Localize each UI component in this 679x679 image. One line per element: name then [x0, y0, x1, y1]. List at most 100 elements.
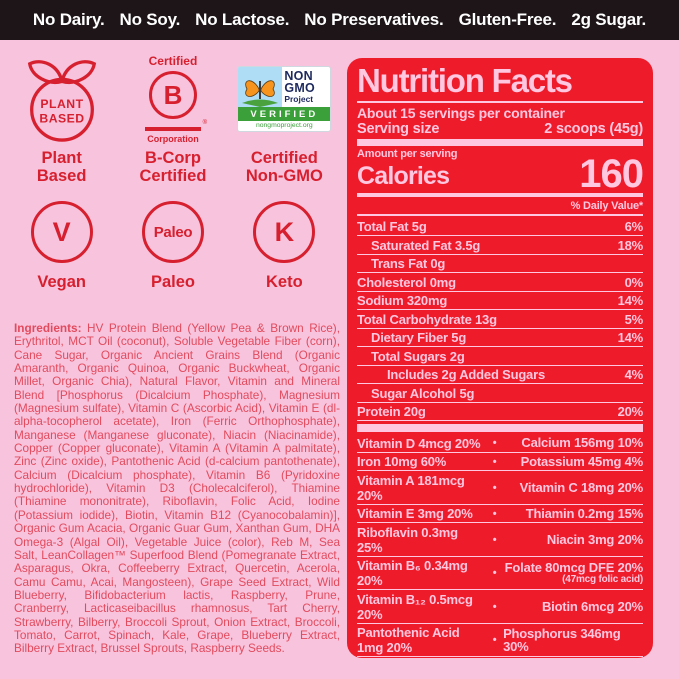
calories-label: Calories [357, 161, 450, 190]
micronutrient-row: Pantothenic Acid 1mg 20% • Phosphorus 346m… [357, 624, 643, 658]
paleo-caption: Paleo [150, 273, 195, 291]
micronutrient-row: Vitamin D 4mcg 20% • Calcium 156mg 10% [357, 434, 643, 453]
nutrient-daily-value: 14% [617, 330, 644, 346]
micronutrient-row: Vitamin B₁₂ 0.5mcg 20% • Biotin 6mcg 20% [357, 590, 643, 624]
nutrient-row: Sugar Alcohol 5g [357, 384, 643, 403]
nutrient-name: Includes 2g Added Sugars [387, 367, 545, 383]
plant-based-icon: PLANT BASED [18, 53, 106, 145]
banner-claim: No Dairy. [32, 10, 105, 29]
micronutrient-row: Riboflavin 0.3mg 25% • Niacin 3mg 20% [357, 523, 643, 557]
nongmo-project-text: Project [284, 93, 314, 104]
keto-caption: Keto [265, 273, 303, 291]
nutrient-row: Sodium 320mg 14% [357, 292, 643, 311]
badge-vegan: V Vegan [6, 200, 117, 291]
based-word: BASED [39, 111, 84, 125]
nutrient-name: Total Fat 5g [357, 219, 427, 235]
calories-value: 160 [579, 151, 644, 196]
nutrient-name: Total Sugars 2g [371, 348, 465, 364]
ingredients-label: Ingredients: [14, 321, 82, 335]
plant-based-caption: Plant Based [36, 149, 87, 186]
badge-nongmo: NON GMO Project VERIFIED nongmoproject.o… [229, 53, 340, 186]
nutrition-facts-panel: Nutrition Facts About 15 servings per co… [347, 58, 653, 658]
nutrient-daily-value: 20% [617, 404, 644, 420]
nutrient-row: Cholesterol 0mg 0% [357, 273, 643, 292]
nutrient-row: Saturated Fat 3.5g 18% [357, 236, 643, 255]
micro-right-main: Phosphorus 346mg 30% [503, 625, 621, 655]
micro-left-value: Vitamin D 4mcg 20% [357, 435, 481, 451]
micro-left-value: Vitamin E 3mg 20% [357, 506, 473, 522]
vegan-letter: V [52, 216, 71, 247]
bullet-separator: • [492, 437, 497, 450]
nutrient-row: Total Sugars 2g [357, 347, 643, 366]
thick-divider [357, 138, 643, 146]
nutrient-name: Saturated Fat 3.5g [371, 237, 481, 253]
nutrient-daily-value: 5% [624, 311, 644, 327]
serving-size-label: Serving size [357, 120, 440, 137]
paleo-icon: Paleo [141, 201, 204, 263]
plant-word: PLANT [40, 97, 83, 111]
nutrient-name: Trans Fat 0g [371, 256, 446, 272]
servings-per-container: About 15 servings per container [357, 104, 565, 121]
badge-paleo: Paleo Paleo [117, 200, 228, 291]
nutrient-row: Total Carbohydrate 13g 5% [357, 310, 643, 329]
nutrient-row: Total Fat 5g 6% [357, 218, 643, 237]
bcorp-letter: B [163, 79, 183, 110]
nongmo-verified-seal: NON GMO Project VERIFIED nongmoproject.o… [237, 66, 332, 132]
diet-badges-row: V Vegan Paleo Paleo K Keto [6, 200, 340, 291]
micronutrient-row: Iron 10mg 60% • Potassium 45mg 4% [357, 453, 643, 472]
micronutrient-rows: Vitamin D 4mcg 20% • Calcium 156mg 10% Iron… [357, 434, 643, 658]
daily-value-header: % Daily Value* [570, 199, 644, 212]
micronutrient-row: Vitamin B₆ 0.34mg 20% • Folate 80mcg DFE 2… [357, 557, 643, 591]
bullet-separator: • [492, 533, 497, 546]
banner-claim: No Soy. [119, 10, 181, 29]
keto-icon: K [253, 201, 316, 263]
nutrient-daily-value: 6% [624, 219, 644, 235]
nutrient-row: Protein 20g 20% [357, 403, 643, 422]
micro-right-value: Calcium 156mg 10% [503, 436, 643, 450]
banner-claim: 2g Sugar. [571, 10, 647, 29]
micro-right-note: (47mcg folic acid) [562, 573, 643, 585]
micro-right-main: Biotin 6mcg 20% [541, 598, 643, 614]
vegan-icon: V [30, 201, 93, 263]
badge-bcorp: Certified B ® Corporation B-Corp Certifi… [117, 53, 228, 186]
micronutrient-row: Vitamin E 3mg 20% • Thiamin 0.2mg 15% [357, 505, 643, 524]
bcorp-corporation-text: Corporation [147, 133, 199, 144]
micro-right-value: Phosphorus 346mg 30% [503, 625, 643, 655]
micro-right-value: Thiamin 0.2mg 15% [503, 507, 643, 521]
nutrient-name: Dietary Fiber 5g [371, 330, 467, 346]
nutrient-name: Sodium 320mg [357, 293, 448, 309]
micro-right-main: Thiamin 0.2mg 15% [525, 505, 643, 521]
nongmo-url-text: nongmoproject.org [255, 122, 313, 129]
bcorp-certified-text: Certified [148, 54, 198, 69]
micro-right-value: Vitamin C 18mg 20% [503, 481, 644, 495]
keto-letter: K [274, 216, 295, 247]
nongmo-non-text: NON [284, 69, 313, 84]
badge-keto: K Keto [229, 200, 340, 291]
nutrient-daily-value: 0% [624, 274, 644, 290]
micro-right-main: Niacin 3mg 20% [546, 531, 643, 547]
micro-right-value: Folate 80mcg DFE 20% (47mcg folic acid) [503, 560, 644, 585]
micro-right-value: Biotin 6mcg 20% [503, 600, 643, 614]
micro-left-value: Vitamin B₁₂ 0.5mcg 20% [357, 591, 473, 622]
micro-right-value: Niacin 3mg 20% [503, 533, 643, 547]
micro-right-main: Folate 80mcg DFE 20% [504, 560, 644, 576]
badge-plant-based: PLANT BASED Plant Based [6, 53, 117, 186]
bullet-separator: • [492, 481, 497, 494]
certification-badges-row: PLANT BASED Plant Based Certified B ® Co… [6, 53, 340, 186]
nutrient-rows: Total Fat 5g 6% Saturated Fat 3.5g 18% Trans… [357, 218, 643, 422]
nutrient-name: Cholesterol 0mg [357, 274, 456, 290]
micro-left-value: Riboflavin 0.3mg 25% [357, 524, 458, 555]
ingredients-paragraph: Ingredients: HV Protein Blend (Yellow Pe… [14, 321, 340, 656]
micro-left-value: Vitamin B₆ 0.34mg 20% [357, 558, 468, 589]
bcorp-icon: Certified B ® Corporation [144, 54, 207, 144]
micronutrient-row: Vitamin A 181mcg 20% • Vitamin C 18mg 20% [357, 471, 643, 505]
micro-right-main: Potassium 45mg 4% [520, 453, 644, 469]
nutrient-row: Dietary Fiber 5g 14% [357, 329, 643, 348]
bullet-separator: • [492, 634, 497, 647]
bcorp-underline: ® [144, 120, 207, 131]
amount-per-serving-label: Amount per serving [357, 147, 458, 160]
banner-claim: Gluten-Free. [458, 10, 557, 29]
banner-claim: No Lactose. [195, 10, 290, 29]
nongmo-gmo-text: GMO [284, 80, 316, 95]
